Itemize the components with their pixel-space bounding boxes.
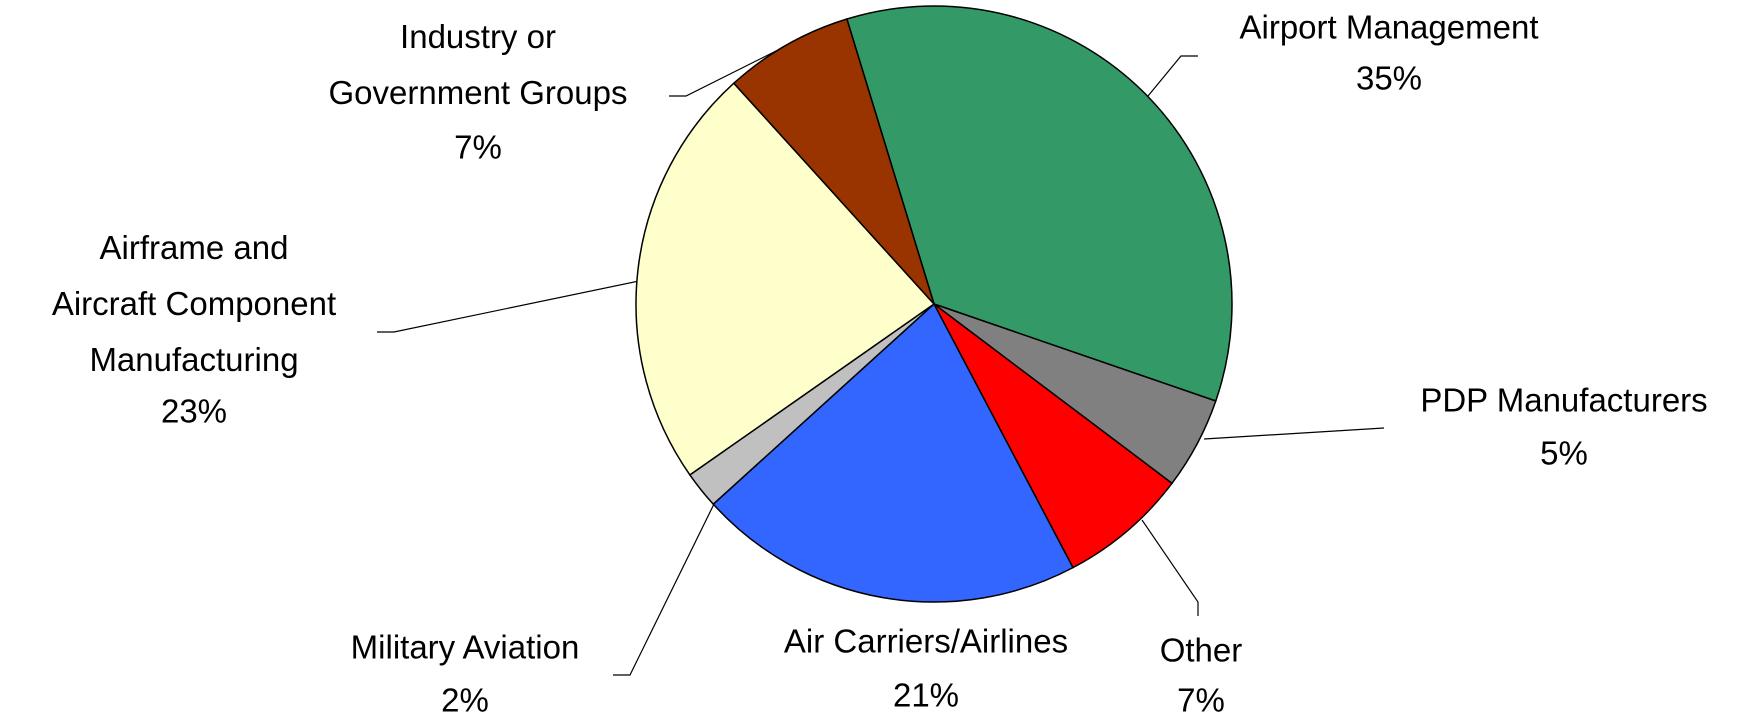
slice-value-label: 7% <box>454 129 502 166</box>
slice-value-label: 21% <box>893 677 959 714</box>
leader-line <box>1141 519 1199 616</box>
slice-value-label: 7% <box>1177 682 1225 717</box>
slice-value-label: 35% <box>1356 60 1422 97</box>
leader-lines <box>377 50 1385 676</box>
slice-value-label: 2% <box>441 682 489 717</box>
slice-label: PDP Manufacturers <box>1420 382 1707 419</box>
leader-line <box>377 280 640 333</box>
leader-line <box>1203 427 1385 440</box>
slice-label: Industry or Government Groups <box>329 18 628 111</box>
leader-line <box>1147 55 1198 97</box>
leader-line <box>613 503 715 676</box>
pie-slice <box>712 302 1074 603</box>
pie-slice <box>933 303 1174 569</box>
slice-label: Other <box>1160 632 1243 669</box>
slice-value-label: 5% <box>1540 435 1588 472</box>
slice-label: Military Aviation <box>351 629 580 666</box>
slice-label: Airframe and Aircraft Component Manufactur… <box>52 229 336 378</box>
pie-slice <box>635 82 936 476</box>
slice-label: Airport Management <box>1240 9 1539 46</box>
pie-slice <box>732 18 935 305</box>
leader-line <box>669 50 777 97</box>
slice-label: Air Carriers/Airlines <box>784 623 1068 660</box>
slice-value-label: 23% <box>161 393 227 430</box>
pie-slice <box>845 5 1233 402</box>
